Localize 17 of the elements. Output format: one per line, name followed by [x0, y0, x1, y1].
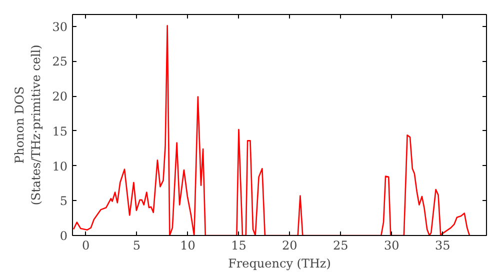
x-tick-label: 30 — [384, 238, 400, 252]
x-tick-label: 25 — [333, 238, 348, 252]
y-tick-label: 25 — [52, 54, 68, 69]
x-tick-label: 35 — [435, 238, 450, 252]
x-tick-label: 20 — [282, 238, 298, 252]
y-tick-label: 0 — [60, 229, 68, 243]
y-tick-label: 30 — [52, 20, 68, 34]
x-tick-label: 10 — [180, 238, 196, 252]
x-tick-label: 5 — [132, 238, 141, 252]
x-tick-label: 15 — [231, 238, 246, 252]
x-tick-label: 0 — [82, 238, 90, 252]
y-tick-label: 15 — [52, 124, 68, 138]
y-tick-label: 5 — [60, 194, 68, 208]
x-axis-title: Frequency (THz) — [228, 256, 331, 270]
y-tick-label: 10 — [52, 159, 68, 174]
y-tick-label: 20 — [52, 90, 68, 104]
y-axis-title: Phonon DOS (States/THz·primitive cell) — [12, 44, 44, 206]
